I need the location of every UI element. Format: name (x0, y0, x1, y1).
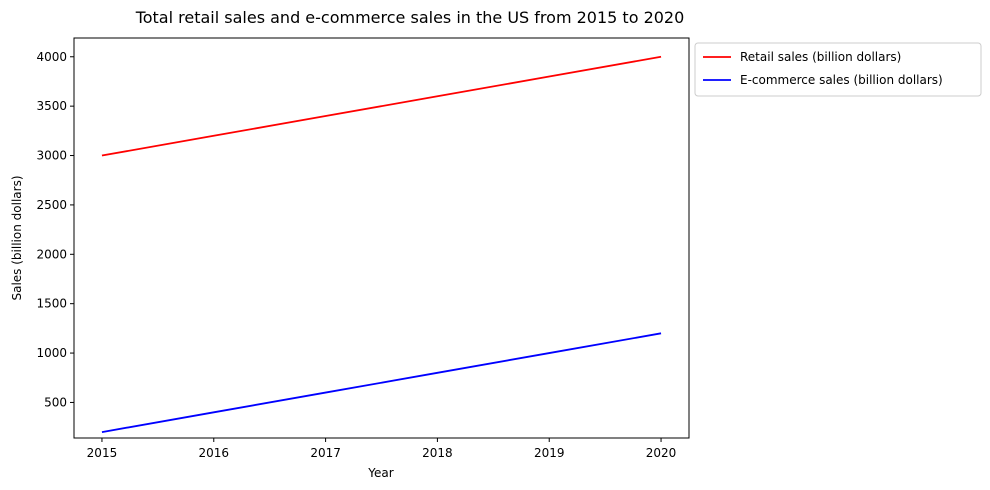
y-tick-label: 1000 (36, 346, 67, 360)
y-tick-label: 3000 (36, 149, 67, 163)
series-line-ecommerce (101, 332, 662, 433)
series-line-retail (101, 55, 662, 157)
plot-area (73, 37, 690, 439)
x-axis: 2015 2016 2017 2018 2019 2020 (87, 438, 677, 460)
y-tick-label: 4000 (36, 50, 67, 64)
y-tick-label: 500 (44, 395, 67, 409)
x-tick-label: 2019 (534, 446, 565, 460)
y-tick-label: 3500 (36, 99, 67, 113)
legend-label-retail: Retail sales (billion dollars) (740, 50, 901, 64)
y-tick-label: 2500 (36, 198, 67, 212)
x-tick-label: 2018 (422, 446, 453, 460)
x-tick-label: 2017 (310, 446, 341, 460)
series-lines (101, 55, 662, 433)
legend-box (694, 42, 982, 97)
x-tick-label: 2020 (646, 446, 677, 460)
x-axis-label: Year (367, 466, 393, 480)
legend: Retail sales (billion dollars) E-commerc… (694, 42, 982, 97)
y-axis-label: Sales (billion dollars) (10, 176, 24, 301)
y-tick-label: 1500 (36, 297, 67, 311)
x-tick-label: 2015 (87, 446, 118, 460)
legend-label-ecommerce: E-commerce sales (billion dollars) (740, 73, 943, 87)
y-axis: 500 1000 1500 2000 2500 3000 3500 4000 (36, 50, 74, 409)
y-tick-label: 2000 (36, 247, 67, 261)
x-tick-label: 2016 (198, 446, 229, 460)
chart-title: Total retail sales and e-commerce sales … (135, 8, 685, 27)
